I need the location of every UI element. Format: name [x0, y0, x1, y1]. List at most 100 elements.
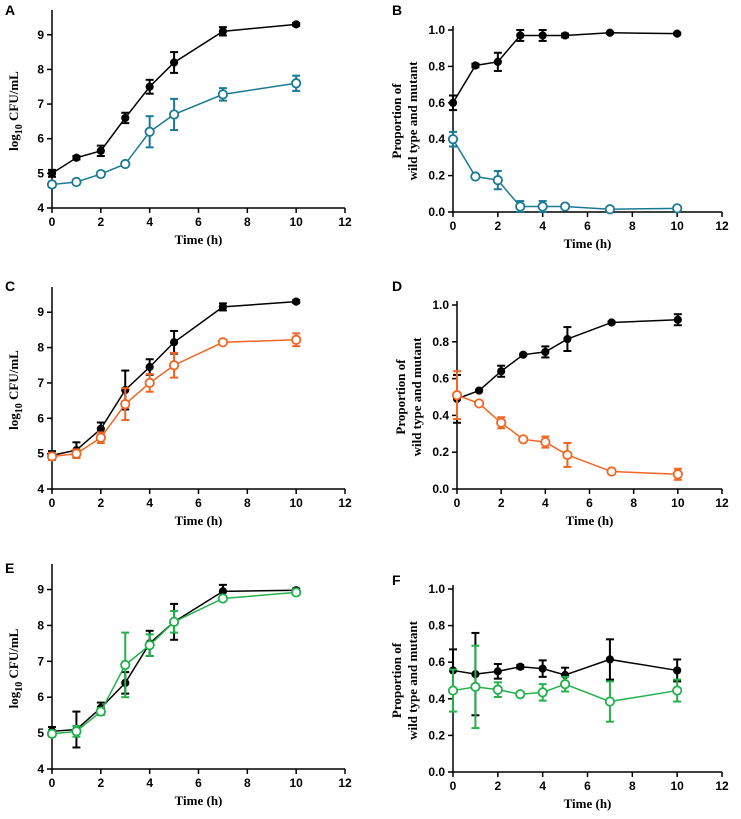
- x-tick-label: 12: [715, 496, 729, 510]
- data-point: [451, 390, 463, 401]
- x-tick-label: 12: [338, 496, 352, 510]
- x-tick-label: 2: [97, 496, 104, 510]
- panel-a: A 0 2 4 6 8 10 12 4 5 6 7 8 9 Time (h) log10 CFU/mL: [5, 2, 352, 247]
- data-point: [516, 31, 525, 40]
- data-point: [168, 109, 180, 120]
- data-point: [496, 417, 507, 428]
- y-tick-label: 0.4: [432, 408, 449, 422]
- data-point: [71, 448, 82, 459]
- panel-letter: E: [5, 560, 14, 576]
- x-tick-label: 6: [584, 779, 591, 793]
- data-point: [519, 350, 528, 359]
- data-point: [497, 367, 506, 376]
- series-mutant: [46, 332, 302, 462]
- data-point: [604, 696, 616, 707]
- x-tick-label: 6: [586, 496, 593, 510]
- x-tick-label: 0: [49, 215, 56, 229]
- data-point: [145, 82, 154, 91]
- y-tick-label: 5: [37, 166, 44, 180]
- data-point: [470, 171, 481, 182]
- data-point: [144, 126, 155, 137]
- data-point: [672, 685, 683, 696]
- data-point: [473, 398, 485, 409]
- series-wild-type: [452, 313, 682, 424]
- panel-letter: B: [392, 2, 402, 18]
- series-line: [452, 138, 678, 211]
- y-tick-label: 0.4: [428, 132, 445, 146]
- x-tick-label: 6: [195, 215, 202, 229]
- x-tick-label: 6: [195, 776, 202, 790]
- data-point: [46, 451, 58, 462]
- y-tick-label: 0.0: [428, 205, 445, 219]
- data-point: [72, 153, 81, 162]
- x-tick-label: 2: [494, 219, 501, 233]
- data-point: [540, 436, 551, 448]
- data-point: [145, 362, 154, 372]
- x-tick-label: 10: [289, 496, 303, 510]
- x-tick-label: 10: [670, 219, 684, 233]
- x-tick-label: 4: [542, 496, 549, 510]
- y-tick-label: 7: [37, 654, 44, 668]
- data-point: [144, 377, 155, 389]
- x-axis-title: Time (h): [175, 232, 223, 247]
- panel-b: B 0 2 4 6 8 10 12 0.0 0.2 0.4 0.6 0.8 1.0 Time (h) Prop…: [389, 2, 729, 251]
- data-point: [471, 61, 480, 70]
- data-point: [217, 337, 229, 348]
- series-line: [456, 318, 678, 400]
- x-tick-label: 12: [338, 215, 352, 229]
- data-point: [96, 146, 105, 155]
- data-point: [217, 89, 229, 100]
- data-point: [541, 347, 550, 357]
- x-axis-title: Time (h): [175, 793, 223, 808]
- data-point: [492, 175, 503, 186]
- panel-letter: A: [5, 2, 15, 18]
- y-tick-label: 6: [37, 411, 44, 425]
- y-tick-label: 7: [37, 376, 44, 390]
- data-point: [672, 203, 683, 214]
- x-axis-title: Time (h): [564, 796, 612, 811]
- y-tick-label: 7: [37, 97, 44, 111]
- panel-d: D 0 2 4 6 8 10 12 0.0 0.2 0.4 0.6 0.8 1.0 Time (h) Prop…: [392, 278, 729, 528]
- x-tick-label: 8: [244, 776, 251, 790]
- y-tick-label: 0.0: [428, 765, 445, 779]
- x-tick-label: 10: [289, 215, 303, 229]
- y-tick-label: 6: [37, 690, 44, 704]
- data-point: [47, 169, 57, 178]
- data-point: [516, 662, 525, 671]
- data-point: [493, 667, 502, 676]
- data-point: [120, 659, 131, 671]
- x-axis-title: Time (h): [564, 236, 612, 251]
- series-line: [51, 591, 297, 735]
- data-point: [95, 168, 106, 180]
- x-tick-label: 2: [498, 496, 505, 510]
- series-mutant: [451, 370, 683, 481]
- x-tick-label: 0: [450, 219, 457, 233]
- series-line: [452, 31, 678, 104]
- data-point: [169, 58, 179, 67]
- y-tick-label: 8: [37, 618, 44, 632]
- data-point: [563, 334, 572, 344]
- data-point: [168, 616, 180, 627]
- data-point: [493, 57, 502, 66]
- x-tick-label: 4: [146, 776, 153, 790]
- data-point: [470, 681, 481, 693]
- y-tick-label: 0.8: [432, 335, 449, 349]
- y-tick-label: 0.8: [428, 619, 445, 633]
- y-tick-label: 1.0: [428, 23, 445, 37]
- y-tick-label: 9: [37, 28, 44, 42]
- y-tick-label: 9: [37, 305, 44, 319]
- x-tick-label: 0: [49, 776, 56, 790]
- x-tick-label: 2: [97, 215, 104, 229]
- data-point: [447, 134, 459, 145]
- x-tick-label: 4: [539, 779, 546, 793]
- data-point: [672, 469, 683, 480]
- data-point: [169, 338, 179, 347]
- data-point: [46, 179, 58, 190]
- data-point: [95, 432, 106, 443]
- series-line: [51, 589, 297, 733]
- y-tick-label: 8: [37, 62, 44, 76]
- series-wild-type: [47, 297, 301, 461]
- data-point: [292, 297, 301, 306]
- x-tick-label: 4: [539, 219, 546, 233]
- series-wild-type: [448, 631, 682, 717]
